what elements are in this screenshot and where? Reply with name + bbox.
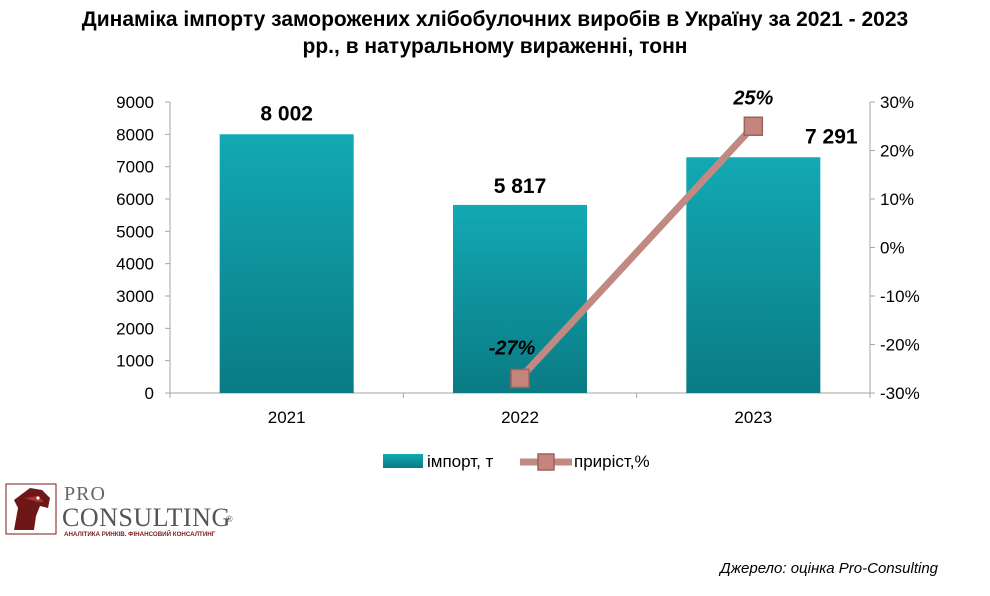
legend-label-growth: приріст,% [574,452,650,471]
logo-text-pro: PRO [64,483,106,505]
legend-swatch-import [383,454,423,468]
chart-title: Динаміка імпорту заморожених хлібобулочн… [0,6,990,60]
right-tick-label: -30% [880,384,920,403]
right-tick-label: 0% [880,239,905,258]
logo-tagline: АНАЛІТИКА РИНКІВ. ФІНАНСОВИЙ КОНСАЛТИНГ [64,530,216,538]
left-tick-label: 8000 [116,125,154,144]
x-tick-label: 2021 [268,408,306,427]
left-tick-label: 3000 [116,287,154,306]
growth-line [516,122,757,382]
logo-text-consulting: CONSULTING [62,503,231,532]
pro-consulting-logo: PRO CONSULTING ® АНАЛІТИКА РИНКІВ. ФІНАН… [4,478,244,540]
growth-data-label: 25% [732,87,773,109]
right-tick-label: 10% [880,190,914,209]
right-tick-label: -10% [880,287,920,306]
left-tick-label: 7000 [116,158,154,177]
right-tick-label: 20% [880,142,914,161]
horse-head-icon [5,483,57,535]
x-tick-label: 2023 [734,408,772,427]
logo-registered-mark: ® [226,514,233,524]
chart-title-line1: Динаміка імпорту заморожених хлібобулочн… [81,8,909,31]
bar-data-label: 5 817 [494,175,547,198]
legend-label-import: імпорт, т [427,452,494,471]
bar-data-label: 8 002 [260,102,313,125]
legend-marker-growth [537,453,555,471]
left-tick-label: 1000 [116,352,154,371]
left-tick-label: 9000 [116,93,154,112]
left-tick-label: 2000 [116,319,154,338]
left-tick-label: 5000 [116,222,154,241]
chart-title-line2: рр., в натуральному вираженні, тонн [302,35,688,58]
right-tick-label: -20% [880,336,920,355]
left-tick-label: 0 [145,384,154,403]
growth-marker-2023 [743,116,764,136]
left-tick-label: 6000 [116,190,154,209]
growth-marker-2022 [510,368,530,389]
right-tick-label: 30% [880,93,914,112]
bar-2021 [219,134,354,393]
bar-2023 [686,157,821,393]
bar-data-label: 7 291 [805,125,858,148]
left-tick-label: 4000 [116,255,154,274]
growth-data-label: -27% [489,337,536,359]
source-note: Джерело: оцінка Pro-Consulting [720,560,938,577]
x-tick-label: 2022 [501,408,539,427]
bar-2022 [453,204,587,393]
